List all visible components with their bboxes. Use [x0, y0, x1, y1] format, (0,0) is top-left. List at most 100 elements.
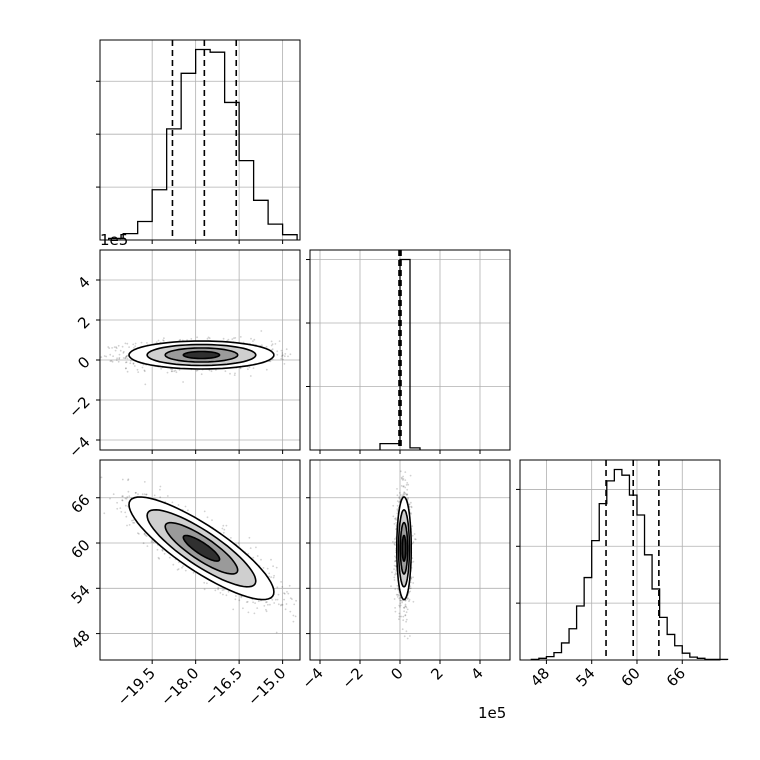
scatter-point [118, 358, 121, 360]
scatter-point [145, 493, 148, 496]
scatter-point [404, 599, 407, 602]
scatter-point [285, 603, 288, 605]
scatter-point [281, 354, 283, 357]
scatter-point [412, 582, 415, 584]
scatter-point [178, 561, 180, 564]
density-contour [182, 534, 221, 562]
scatter-point [407, 483, 410, 486]
scatter-point [175, 371, 178, 374]
scatter-point [399, 599, 402, 602]
scatter-point [223, 528, 226, 531]
scatter-point [395, 518, 397, 521]
scatter-point [161, 549, 164, 552]
density-contour [401, 534, 407, 562]
scatter-point [129, 359, 132, 362]
scatter-point [289, 597, 292, 600]
scatter-point [115, 359, 118, 361]
scatter-point [143, 493, 146, 496]
scatter-point [125, 367, 127, 370]
scatter-point [214, 589, 217, 592]
scatter-point [396, 593, 399, 596]
scatter-point [392, 515, 395, 518]
scatter-point [119, 507, 122, 509]
scatter-point [396, 500, 399, 502]
scatter-point [119, 349, 122, 352]
scatter-point [400, 476, 403, 479]
scatter-point [120, 511, 123, 513]
scatter-point [121, 478, 124, 481]
scatter-point [170, 370, 173, 373]
scatter-point [393, 568, 395, 570]
scatter-points [390, 470, 417, 640]
scatter-point [403, 492, 406, 494]
scatter-point [246, 600, 249, 603]
scatter-point [217, 588, 220, 591]
scatter-point [143, 370, 146, 373]
scatter-point [392, 541, 394, 543]
scatter-point [281, 586, 284, 588]
scatter-point [284, 608, 287, 611]
scatter-point [283, 592, 286, 595]
scatter-point [405, 484, 408, 486]
scatter-point [222, 524, 225, 527]
scatter-point [406, 608, 409, 611]
scatter-point [280, 349, 283, 352]
scatter-point [144, 383, 147, 386]
scatter-point [234, 598, 237, 601]
scatter-point [394, 572, 397, 575]
scatter-point [283, 355, 286, 358]
scatter-point [117, 360, 120, 363]
scatter-point [409, 635, 411, 637]
scatter-point [404, 471, 407, 473]
scatter-point [142, 542, 145, 545]
scatter-point [112, 493, 115, 496]
scatter-point [143, 532, 146, 535]
panel-frame [99, 39, 301, 241]
panel-frame [99, 249, 301, 451]
scatter-point [206, 337, 209, 340]
scatter-point [196, 336, 199, 339]
scatter-point [410, 501, 412, 504]
scatter-point [144, 534, 147, 537]
scatter-point [163, 340, 165, 342]
scatter-point [125, 355, 128, 357]
scatter-point [108, 347, 111, 349]
scatter-point [137, 371, 140, 373]
scatter-point [394, 544, 396, 546]
scatter-point [125, 361, 127, 364]
scatter-point [402, 494, 404, 496]
scatter-point [405, 494, 408, 496]
scatter-point [402, 619, 405, 622]
scatter-point [157, 556, 160, 559]
scatter-point [125, 497, 128, 500]
scatter-point [166, 371, 169, 374]
scatter-point [410, 512, 413, 515]
scatter-point [266, 567, 269, 570]
scatter-point [406, 493, 408, 496]
scatter-point [115, 347, 118, 349]
scatter-point [276, 598, 279, 601]
scatter-point [171, 368, 174, 371]
scatter-point [128, 346, 131, 348]
scatter-point [217, 587, 220, 589]
scatter-point [405, 606, 408, 609]
scatter-point [291, 598, 293, 600]
scatter-point [394, 517, 396, 520]
scatter-point [404, 486, 407, 489]
scatter-point [279, 604, 282, 607]
scatter-point [410, 576, 413, 579]
scatter-point [395, 522, 398, 524]
scatter-point [160, 367, 163, 370]
scatter-point [403, 606, 405, 609]
scatter-point [247, 368, 249, 371]
scatter-point [171, 370, 174, 373]
scatter-point [129, 362, 132, 365]
scatter-point [396, 488, 398, 490]
scatter-point [143, 533, 146, 535]
scatter-point [159, 488, 161, 491]
scatter-point [234, 337, 237, 339]
scatter-point [133, 347, 135, 349]
scatter-point [126, 524, 128, 527]
scatter-point [126, 496, 129, 498]
